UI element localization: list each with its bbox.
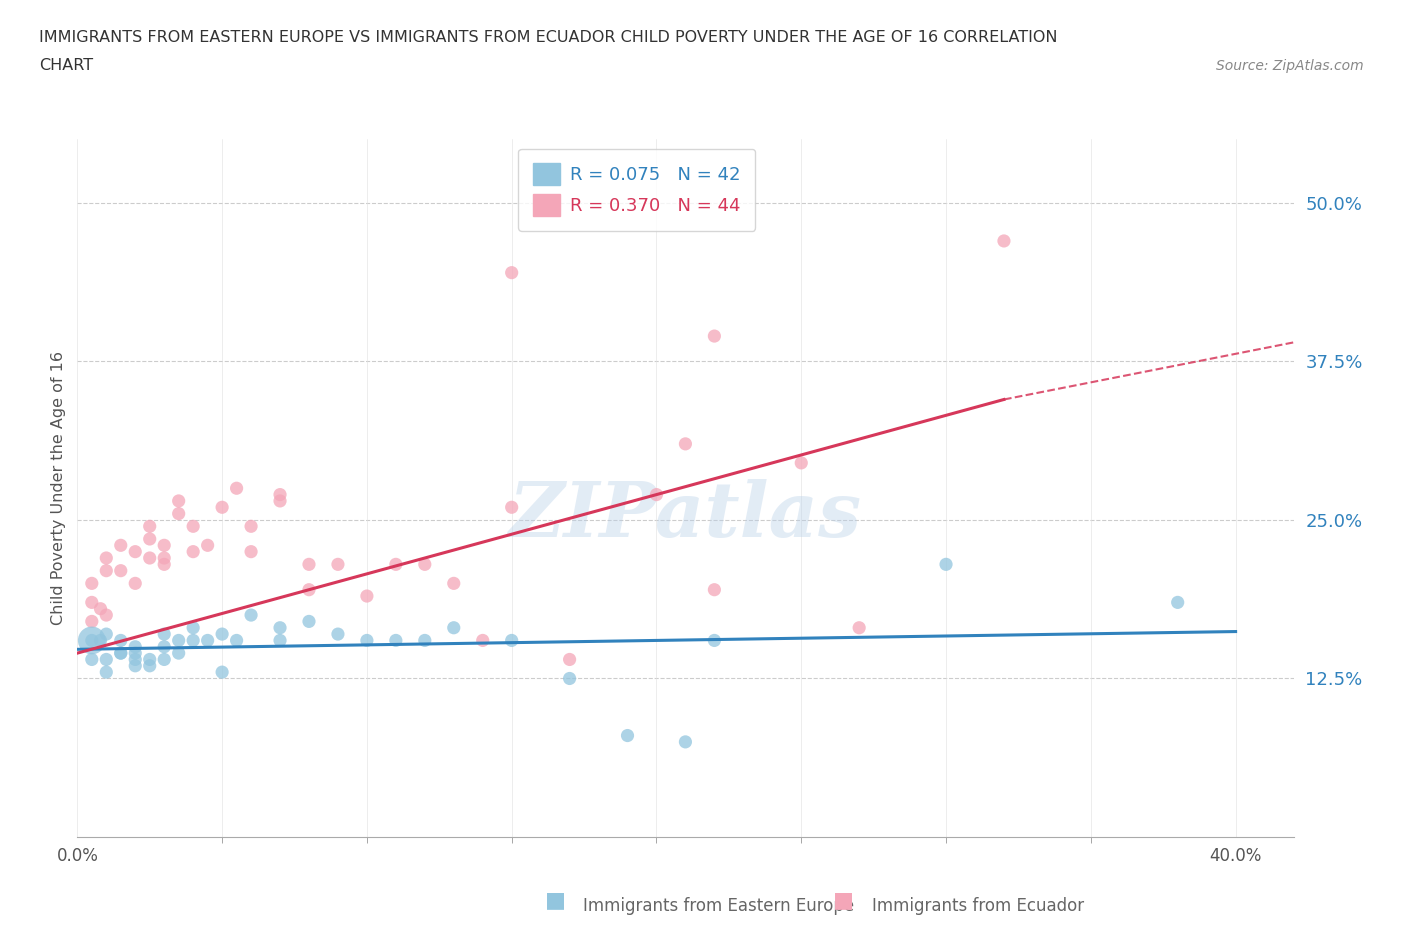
Y-axis label: Child Poverty Under the Age of 16: Child Poverty Under the Age of 16 [51, 352, 66, 625]
Text: ZIPatlas: ZIPatlas [509, 479, 862, 553]
Point [240, 607, 263, 622]
Point [153, 538, 176, 552]
Point [96, 665, 118, 680]
Point [298, 557, 321, 572]
Point [413, 557, 436, 572]
Point [181, 620, 204, 635]
Text: Immigrants from Ecuador: Immigrants from Ecuador [872, 897, 1084, 915]
Point [298, 582, 321, 597]
Point [80, 652, 103, 667]
Point [124, 652, 146, 667]
Point [153, 557, 176, 572]
Point [96, 551, 118, 565]
Point [124, 645, 146, 660]
Point [675, 735, 697, 750]
Point [80, 633, 103, 648]
Point [385, 633, 408, 648]
Point [197, 633, 219, 648]
Point [110, 633, 132, 648]
Point [211, 499, 233, 514]
Text: Source: ZipAtlas.com: Source: ZipAtlas.com [1216, 59, 1364, 73]
Point [96, 607, 118, 622]
Point [471, 633, 494, 648]
Point [240, 519, 263, 534]
Point [96, 652, 118, 667]
Point [181, 544, 204, 559]
Point [153, 551, 176, 565]
Point [443, 576, 465, 591]
Point [167, 506, 190, 521]
Point [935, 557, 957, 572]
Point [153, 627, 176, 642]
Point [225, 481, 247, 496]
Point [211, 665, 233, 680]
Text: IMMIGRANTS FROM EASTERN EUROPE VS IMMIGRANTS FROM ECUADOR CHILD POVERTY UNDER TH: IMMIGRANTS FROM EASTERN EUROPE VS IMMIGR… [39, 30, 1057, 45]
Point [703, 633, 725, 648]
Point [211, 627, 233, 642]
Point [326, 557, 349, 572]
Point [124, 576, 146, 591]
Point [413, 633, 436, 648]
Point [80, 633, 103, 648]
Point [138, 519, 160, 534]
Text: ■: ■ [546, 890, 565, 910]
Point [501, 633, 523, 648]
Point [501, 265, 523, 280]
Point [269, 487, 291, 502]
Point [96, 627, 118, 642]
Point [153, 639, 176, 654]
Point [703, 328, 725, 343]
Point [326, 627, 349, 642]
Point [110, 645, 132, 660]
Point [153, 652, 176, 667]
Point [225, 633, 247, 648]
Point [356, 589, 378, 604]
Point [96, 564, 118, 578]
Point [181, 633, 204, 648]
Text: ■: ■ [834, 890, 853, 910]
Point [269, 620, 291, 635]
Text: Immigrants from Eastern Europe: Immigrants from Eastern Europe [583, 897, 855, 915]
Point [356, 633, 378, 648]
Point [80, 576, 103, 591]
Point [110, 645, 132, 660]
Point [269, 494, 291, 509]
Point [501, 499, 523, 514]
Point [558, 652, 581, 667]
Point [675, 436, 697, 451]
Point [80, 614, 103, 629]
Point [138, 658, 160, 673]
Point [89, 633, 111, 648]
Point [197, 538, 219, 552]
Point [138, 532, 160, 547]
Point [790, 456, 813, 471]
Point [616, 728, 638, 743]
Point [558, 671, 581, 686]
Point [993, 233, 1015, 248]
Point [89, 602, 111, 617]
Point [385, 557, 408, 572]
Point [848, 620, 870, 635]
Point [703, 582, 725, 597]
Point [269, 633, 291, 648]
Point [645, 487, 668, 502]
Point [298, 614, 321, 629]
Point [80, 595, 103, 610]
Point [240, 544, 263, 559]
Point [167, 494, 190, 509]
Point [124, 658, 146, 673]
Point [167, 633, 190, 648]
Point [138, 652, 160, 667]
Point [138, 551, 160, 565]
Point [181, 519, 204, 534]
Text: CHART: CHART [39, 58, 93, 73]
Point [1167, 595, 1189, 610]
Point [443, 620, 465, 635]
Point [124, 544, 146, 559]
Point [110, 538, 132, 552]
Point [167, 645, 190, 660]
Point [110, 564, 132, 578]
Point [124, 639, 146, 654]
Legend: R = 0.075   N = 42, R = 0.370   N = 44: R = 0.075 N = 42, R = 0.370 N = 44 [519, 149, 755, 231]
